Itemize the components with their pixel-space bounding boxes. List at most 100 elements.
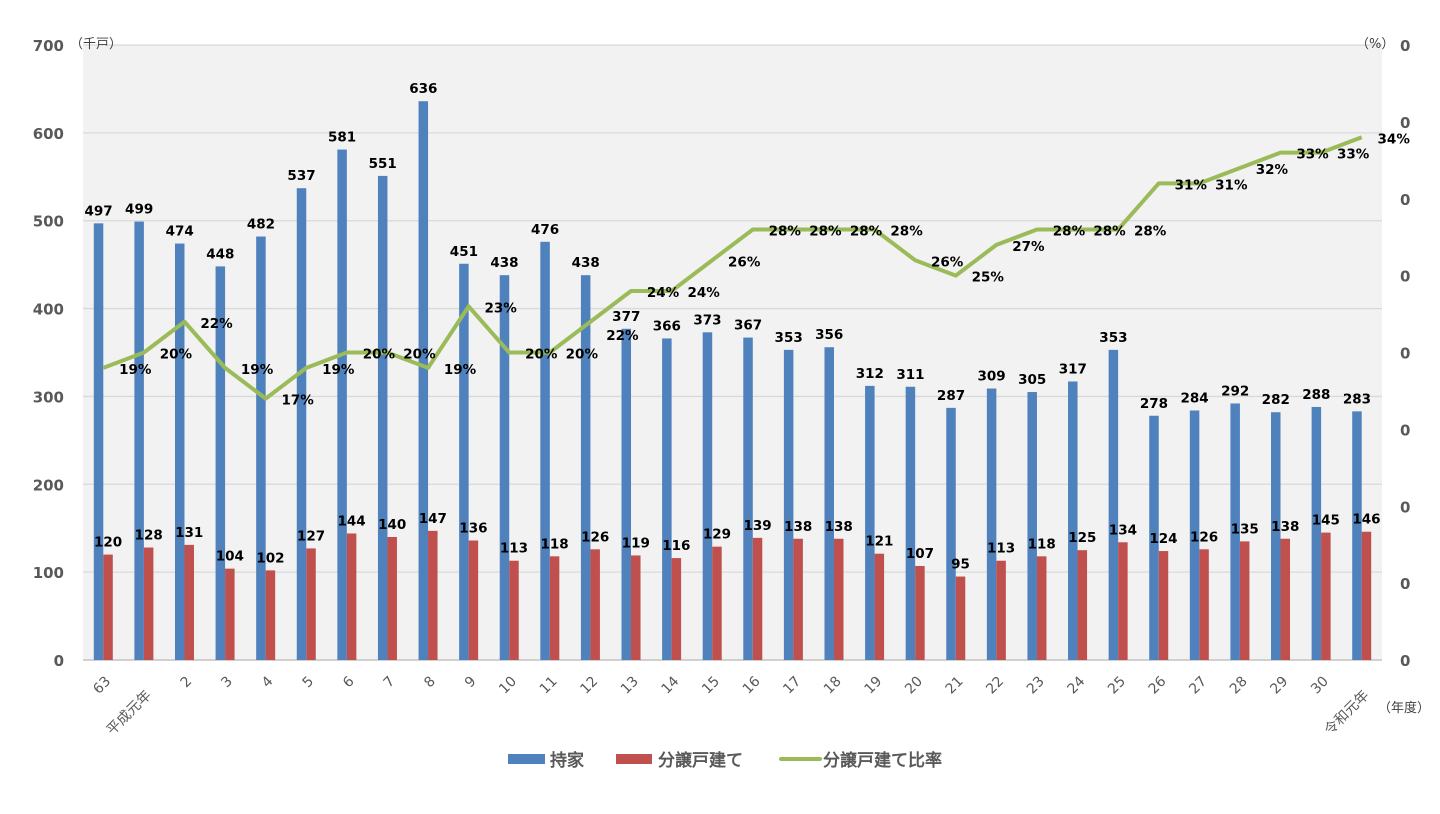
- bar-detached: [793, 538, 803, 660]
- x-tick-label: 30: [1308, 674, 1332, 698]
- bar-detached: [590, 549, 600, 660]
- data-label-owner: 438: [490, 255, 518, 271]
- x-tick-label: 23: [1024, 674, 1048, 698]
- bar-detached: [955, 576, 966, 660]
- bar-detached: [225, 568, 235, 660]
- data-label-detached: 129: [703, 527, 731, 543]
- data-label-detached: 138: [825, 519, 853, 535]
- data-label-owner: 287: [937, 388, 965, 404]
- bar-owner: [1352, 411, 1362, 660]
- data-label-ratio: 19%: [241, 362, 274, 378]
- data-label-owner: 353: [775, 330, 803, 346]
- y2-tick-label: 0: [1400, 37, 1410, 55]
- plot-area: [83, 45, 1382, 660]
- data-label-ratio: 28%: [809, 224, 842, 240]
- data-label-ratio: 28%: [850, 224, 883, 240]
- x-tick-label: 24: [1064, 673, 1088, 697]
- y2-tick-label: 0: [1400, 575, 1410, 593]
- data-label-ratio: 19%: [444, 362, 477, 378]
- data-label-owner: 451: [450, 244, 478, 260]
- data-label-owner: 283: [1343, 391, 1371, 407]
- data-label-detached: 95: [951, 557, 970, 573]
- x-tick-label: 14: [659, 673, 683, 697]
- bar-detached: [996, 560, 1006, 660]
- data-label-ratio: 19%: [119, 362, 152, 378]
- bar-detached: [1118, 542, 1128, 660]
- data-label-ratio: 28%: [1053, 224, 1086, 240]
- data-label-ratio: 31%: [1175, 177, 1208, 193]
- x-tick-label: 63: [90, 674, 114, 698]
- legend-swatch-detached: [616, 754, 652, 764]
- x-tick-label: 9: [462, 674, 480, 692]
- x-tick-label: 3: [218, 674, 236, 692]
- data-label-ratio: 27%: [1012, 239, 1045, 255]
- data-label-detached: 113: [987, 541, 1015, 557]
- bar-owner: [824, 347, 834, 660]
- data-label-detached: 138: [1271, 519, 1299, 535]
- data-label-detached: 147: [419, 511, 447, 527]
- data-label-owner: 499: [125, 202, 153, 218]
- bar-detached: [306, 548, 316, 660]
- bar-owner: [580, 275, 591, 660]
- bar-owner: [662, 338, 672, 660]
- bar-detached: [265, 570, 276, 660]
- legend-label-ratio: 分譲戸建て比率: [823, 750, 942, 771]
- bar-owner: [256, 236, 266, 660]
- data-label-detached: 120: [94, 535, 122, 551]
- data-label-owner: 373: [693, 312, 721, 328]
- bar-owner: [1108, 349, 1119, 660]
- bar-owner: [1230, 403, 1240, 660]
- legend-swatch-owner: [508, 754, 545, 764]
- x-tick-label: 5: [299, 674, 317, 692]
- data-label-detached: 126: [1190, 529, 1218, 545]
- x-tick-label: 4: [259, 673, 277, 691]
- bar-detached: [346, 533, 357, 660]
- y2-tick-label: 0: [1400, 345, 1410, 363]
- data-label-ratio: 24%: [687, 285, 720, 301]
- bar-owner: [93, 223, 104, 660]
- data-label-ratio: 25%: [972, 270, 1005, 286]
- bar-owner: [621, 328, 632, 660]
- data-label-detached: 118: [540, 536, 568, 552]
- data-label-owner: 366: [653, 318, 681, 334]
- bar-detached: [428, 530, 438, 660]
- bar-detached: [1361, 531, 1372, 660]
- right-axis-unit: （%）: [1356, 37, 1394, 52]
- bar-owner: [905, 386, 916, 660]
- x-tick-label: 26: [1146, 673, 1170, 697]
- data-label-owner: 438: [572, 255, 600, 271]
- data-label-owner: 537: [287, 168, 315, 184]
- data-label-detached: 124: [1149, 531, 1177, 547]
- data-label-ratio: 32%: [1256, 162, 1289, 178]
- data-label-ratio: 20%: [363, 347, 396, 363]
- ratio-line-path: [102, 135, 1363, 401]
- bar-detached: [1280, 538, 1291, 660]
- data-label-ratio: 34%: [1378, 131, 1411, 147]
- bar-owner: [459, 263, 469, 660]
- bar-owner: [702, 332, 713, 660]
- x-tick-label: 16: [740, 673, 764, 697]
- y2-tick-label: 0: [1400, 191, 1410, 209]
- bar-detached: [833, 538, 844, 660]
- x-tick-label: 21: [943, 674, 967, 698]
- bar-detached: [874, 553, 885, 660]
- y2-tick-label: 0: [1400, 421, 1410, 439]
- data-label-owner: 377: [612, 309, 640, 325]
- data-label-ratio: 20%: [403, 347, 436, 363]
- x-tick-label: 13: [618, 674, 642, 698]
- data-label-owner: 476: [531, 222, 559, 238]
- bar-detached: [1077, 550, 1088, 660]
- data-label-owner: 356: [815, 327, 843, 343]
- data-label-detached: 104: [216, 549, 244, 565]
- data-label-ratio: 31%: [1215, 177, 1248, 193]
- bar-owner: [783, 349, 794, 660]
- data-label-detached: 126: [581, 529, 609, 545]
- y-tick-label: 600: [33, 125, 64, 143]
- data-label-ratio: 24%: [647, 285, 680, 301]
- bar-detached: [915, 565, 925, 660]
- data-label-detached: 118: [1028, 536, 1056, 552]
- bar-detached: [549, 556, 560, 660]
- x-tick-label: 27: [1186, 674, 1210, 698]
- data-label-owner: 317: [1059, 361, 1087, 377]
- data-label-ratio: 17%: [282, 393, 315, 409]
